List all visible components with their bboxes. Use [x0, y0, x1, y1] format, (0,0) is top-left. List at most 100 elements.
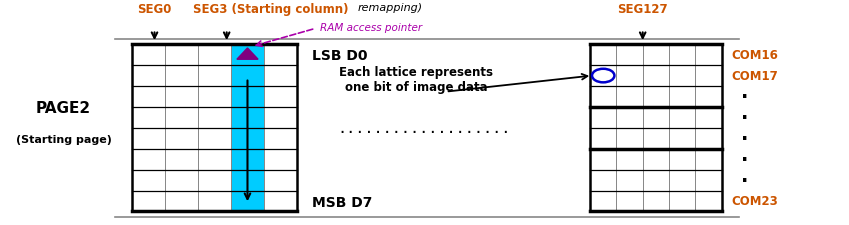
Text: COM16: COM16 [732, 49, 779, 62]
Bar [198, 128, 231, 149]
Bar [264, 170, 297, 191]
Bar [669, 45, 695, 66]
Text: ...................: ................... [338, 121, 511, 136]
Text: ·: · [741, 88, 748, 106]
Bar [695, 170, 722, 191]
Bar [165, 191, 198, 211]
Text: ·: · [741, 129, 748, 148]
Text: COM23: COM23 [732, 195, 779, 208]
Bar [590, 191, 616, 211]
Bar [264, 108, 297, 128]
Bar [616, 128, 643, 149]
Polygon shape [237, 49, 258, 60]
Bar [643, 87, 669, 108]
Text: SEG3 (Starting column): SEG3 (Starting column) [193, 3, 349, 16]
Bar [695, 191, 722, 211]
Bar [590, 149, 616, 170]
Bar [165, 45, 198, 66]
Text: ·: · [741, 108, 748, 127]
Bar [669, 87, 695, 108]
Bar [198, 87, 231, 108]
Text: ·: · [741, 150, 748, 169]
Text: SEG127: SEG127 [617, 3, 668, 16]
Bar [590, 108, 616, 128]
Bar [231, 170, 264, 191]
Bar [231, 66, 264, 87]
Bar [132, 45, 297, 212]
Bar [695, 45, 722, 66]
Bar [165, 128, 198, 149]
Bar [616, 149, 643, 170]
Text: ·: · [741, 171, 748, 190]
Bar [695, 149, 722, 170]
Bar [669, 108, 695, 128]
Bar [231, 108, 264, 128]
Bar [264, 87, 297, 108]
Text: remapping): remapping) [358, 3, 423, 13]
Bar [669, 149, 695, 170]
Bar [264, 191, 297, 211]
Bar [132, 45, 165, 66]
Bar [198, 108, 231, 128]
Bar [669, 191, 695, 211]
Bar [231, 87, 264, 108]
Bar [165, 87, 198, 108]
Bar [198, 191, 231, 211]
Text: MSB D7: MSB D7 [312, 195, 373, 209]
Text: RAM access pointer: RAM access pointer [320, 23, 422, 33]
Bar [132, 170, 165, 191]
Bar [165, 170, 198, 191]
Text: SEG0: SEG0 [138, 3, 171, 16]
Bar [132, 66, 165, 87]
Text: (Starting page): (Starting page) [16, 135, 111, 144]
Bar [590, 45, 722, 212]
Bar [695, 128, 722, 149]
Bar [590, 170, 616, 191]
Bar [695, 108, 722, 128]
Bar [643, 170, 669, 191]
Bar [132, 87, 165, 108]
Text: LSB D0: LSB D0 [312, 48, 368, 62]
Bar [132, 128, 165, 149]
Bar [264, 45, 297, 66]
Bar [643, 191, 669, 211]
Bar [590, 66, 616, 87]
Bar [669, 66, 695, 87]
Bar [616, 45, 643, 66]
Bar [264, 149, 297, 170]
Text: COM17: COM17 [732, 70, 779, 83]
Bar [231, 128, 264, 149]
Bar [198, 149, 231, 170]
Bar [132, 108, 165, 128]
Bar [231, 45, 264, 66]
Bar [132, 149, 165, 170]
Bar [231, 191, 264, 211]
Text: Each lattice represents
one bit of image data: Each lattice represents one bit of image… [339, 66, 493, 94]
Bar [231, 149, 264, 170]
Bar [616, 87, 643, 108]
Bar [616, 108, 643, 128]
Bar [590, 128, 616, 149]
Bar [643, 128, 669, 149]
Bar [264, 128, 297, 149]
Bar [695, 66, 722, 87]
Bar [643, 66, 669, 87]
Bar [643, 45, 669, 66]
Bar [669, 128, 695, 149]
Bar [643, 149, 669, 170]
Bar [198, 170, 231, 191]
Bar [669, 170, 695, 191]
Bar [695, 87, 722, 108]
Bar [590, 45, 616, 66]
Bar [616, 170, 643, 191]
Bar [616, 191, 643, 211]
Bar [616, 66, 643, 87]
Bar [264, 66, 297, 87]
Bar [132, 191, 165, 211]
Bar [198, 45, 231, 66]
Bar [198, 66, 231, 87]
Bar [643, 108, 669, 128]
Bar [590, 87, 616, 108]
Bar [165, 108, 198, 128]
Bar [165, 149, 198, 170]
